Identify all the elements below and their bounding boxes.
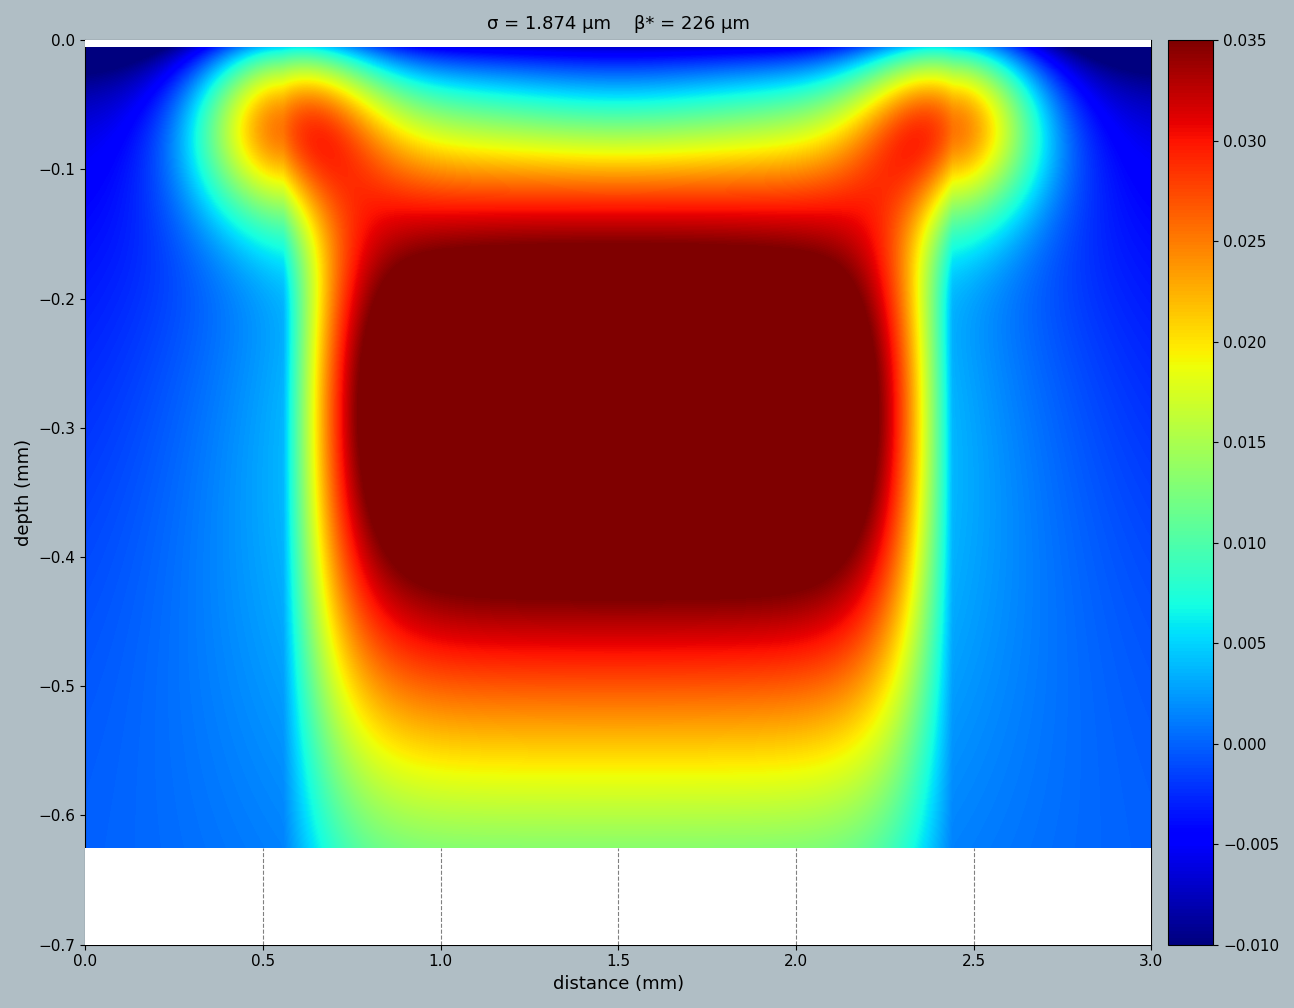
Bar — [85, 40, 1152, 46]
Y-axis label: depth (mm): depth (mm) — [16, 438, 34, 546]
X-axis label: distance (mm): distance (mm) — [553, 975, 683, 993]
Title: σ = 1.874 μm    β* = 226 μm: σ = 1.874 μm β* = 226 μm — [487, 15, 749, 33]
Bar — [85, 848, 1152, 944]
